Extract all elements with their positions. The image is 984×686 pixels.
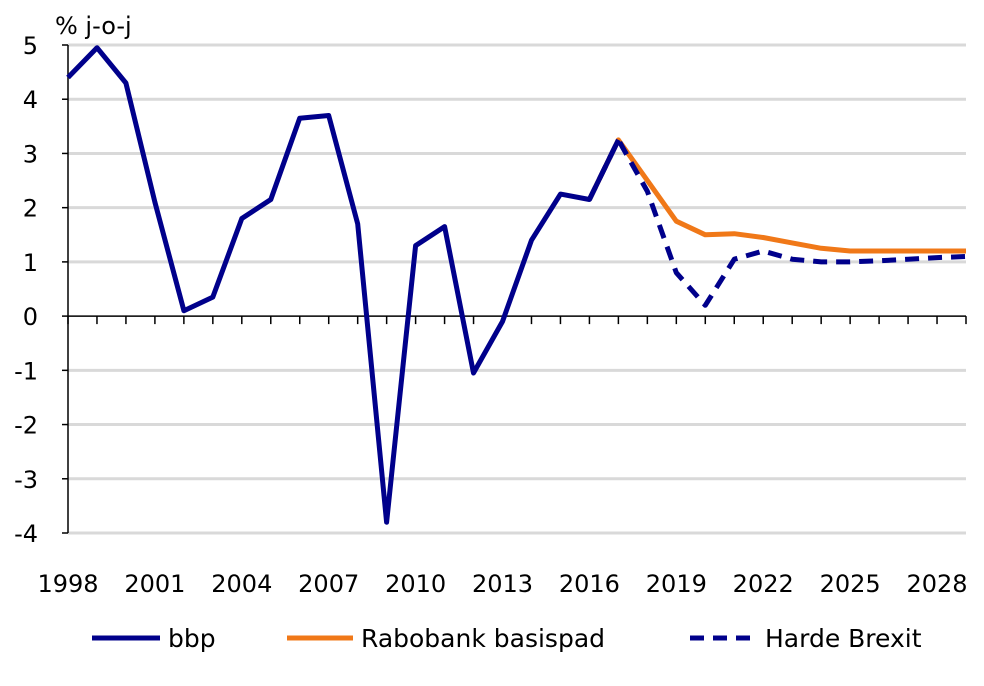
legend-label: Harde Brexit (765, 624, 922, 653)
x-tick-label: 2022 (733, 570, 794, 598)
series-line-rabobank-basispad (587, 137, 966, 254)
x-tick-label: 2010 (385, 570, 446, 598)
x-tick-label: 2004 (211, 570, 272, 598)
y-tick-label: 5 (23, 32, 38, 60)
x-tick-label: 1998 (37, 570, 98, 598)
y-tick-label: -3 (14, 466, 38, 494)
legend-label: Rabobank basispad (361, 624, 605, 653)
series-line-harde-brexit (587, 137, 967, 308)
y-tick-label: 1 (23, 249, 38, 277)
x-tick-labels: 1998 2001 2004 2007 2010 2013 2016 2019 2022 2025… (37, 570, 967, 598)
y-tick-label: -1 (14, 357, 38, 385)
gridlines (68, 43, 966, 535)
x-tick-label: 2025 (820, 570, 881, 598)
y-tick-label: -4 (14, 520, 38, 548)
y-tick-label: 3 (23, 140, 38, 168)
y-tick-label: 0 (23, 303, 38, 331)
x-tick-label: 2007 (298, 570, 359, 598)
series-line-bbp (66, 45, 621, 525)
x-tick-label: 2019 (646, 570, 707, 598)
x-tick-label: 2016 (559, 570, 620, 598)
series-lines (66, 45, 967, 525)
y-tick-label: -2 (14, 412, 38, 440)
y-tick-label: 4 (23, 86, 38, 114)
y-tick-labels: 5 4 3 2 1 0 -1 -2 -3 -4 (14, 32, 38, 548)
x-tick-label: 2013 (472, 570, 533, 598)
axes (62, 44, 967, 534)
legend: bbp Rabobank basispad Harde Brexit (92, 624, 922, 653)
y-axis-unit-label: % j-o-j (55, 12, 132, 40)
legend-label: bbp (168, 624, 216, 653)
y-tick-label: 2 (23, 195, 38, 223)
x-tick-label: 2001 (124, 570, 185, 598)
x-tick-label: 2028 (906, 570, 967, 598)
